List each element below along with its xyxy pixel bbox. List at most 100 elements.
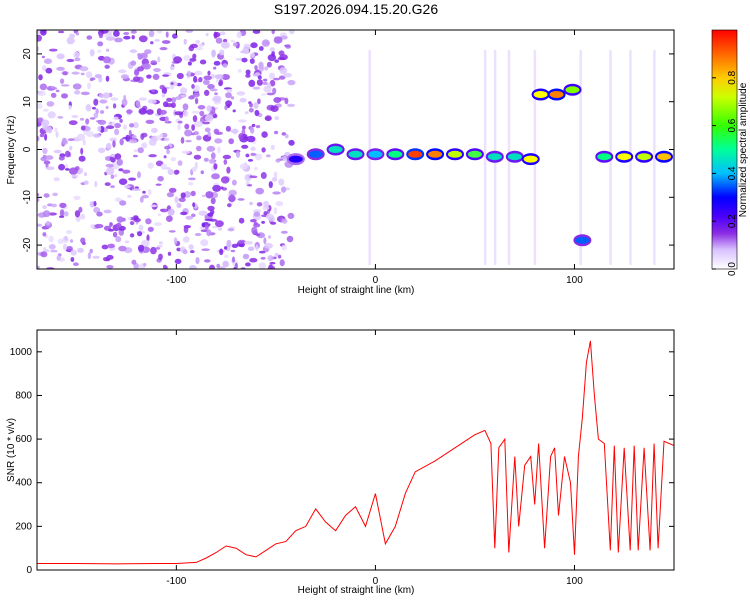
noise-speckle bbox=[240, 50, 245, 54]
noise-speckle bbox=[137, 147, 144, 154]
noise-speckle bbox=[150, 246, 157, 255]
noise-speckle bbox=[39, 133, 45, 138]
noise-speckle bbox=[170, 82, 174, 85]
noise-speckle bbox=[211, 49, 217, 57]
noise-speckle bbox=[213, 113, 218, 119]
chart-title: S197.2026.094.15.20.G26 bbox=[274, 1, 438, 17]
noise-speckle bbox=[157, 175, 164, 182]
noise-speckle bbox=[71, 174, 79, 178]
noise-speckle bbox=[254, 109, 260, 117]
noise-speckle bbox=[146, 109, 154, 115]
noise-speckle bbox=[119, 138, 124, 146]
noise-speckle bbox=[93, 112, 99, 119]
y-tick-label: 0 bbox=[22, 146, 33, 152]
noise-speckle bbox=[227, 228, 235, 232]
noise-speckle bbox=[157, 56, 161, 63]
x-tick-label: 100 bbox=[566, 576, 583, 587]
noise-speckle bbox=[107, 243, 115, 249]
noise-speckle bbox=[238, 217, 245, 224]
colorbar-tick-label: 0.2 bbox=[727, 214, 738, 228]
noise-speckle bbox=[93, 98, 99, 106]
noise-speckle bbox=[73, 51, 80, 59]
y-tick-label: 10 bbox=[22, 96, 33, 108]
ridge-point bbox=[565, 86, 580, 94]
noise-speckle bbox=[174, 258, 182, 264]
noise-speckle bbox=[70, 257, 75, 262]
noise-speckle bbox=[268, 216, 275, 222]
noise-speckle bbox=[207, 83, 215, 90]
noise-speckle bbox=[196, 135, 202, 141]
noise-speckle bbox=[102, 56, 111, 64]
noise-speckle bbox=[75, 216, 81, 222]
ridge-point bbox=[637, 153, 652, 161]
noise-speckle bbox=[228, 138, 234, 145]
noise-speckle bbox=[271, 30, 275, 35]
noise-speckle bbox=[156, 30, 163, 34]
noise-speckle bbox=[274, 116, 280, 121]
noise-speckle bbox=[86, 131, 94, 138]
noise-speckle bbox=[77, 247, 84, 253]
noise-speckle bbox=[109, 222, 113, 227]
noise-speckle bbox=[247, 184, 253, 187]
noise-speckle bbox=[270, 221, 277, 225]
y-tick-label: 800 bbox=[15, 390, 32, 401]
noise-speckle bbox=[191, 84, 195, 89]
noise-speckle bbox=[173, 81, 178, 87]
noise-speckle bbox=[70, 249, 77, 256]
noise-speckle bbox=[66, 229, 72, 235]
ridge-point bbox=[368, 150, 383, 158]
noise-speckle bbox=[105, 142, 112, 151]
noise-speckle bbox=[267, 82, 272, 88]
noise-speckle bbox=[51, 203, 57, 208]
noise-speckle bbox=[69, 167, 78, 175]
noise-speckle bbox=[270, 105, 279, 112]
noise-speckle bbox=[80, 125, 86, 131]
noise-speckle bbox=[114, 122, 121, 129]
colorbar-gradient bbox=[711, 29, 738, 270]
noise-speckle bbox=[128, 177, 137, 181]
snr-panel: -100 0 100 0 200 400 600 800 1000 Height of str… bbox=[6, 329, 675, 596]
x-tick-label: 0 bbox=[373, 576, 379, 587]
noise-speckle bbox=[219, 248, 224, 256]
noise-speckle bbox=[225, 92, 232, 99]
noise-speckle bbox=[89, 248, 93, 254]
noise-speckle bbox=[278, 50, 285, 56]
noise-speckle bbox=[106, 125, 115, 130]
noise-speckle bbox=[244, 240, 253, 245]
noise-speckle bbox=[45, 67, 53, 74]
noise-speckle bbox=[47, 111, 56, 119]
noise-speckle bbox=[138, 224, 144, 231]
spectrogram-y-ticks: -20 -10 0 10 20 bbox=[22, 48, 674, 252]
noise-speckle bbox=[191, 166, 197, 172]
colorbar: 0.0 0.2 0.4 0.6 0.8 Normalized spectral ampl… bbox=[711, 29, 749, 276]
noise-speckle bbox=[121, 98, 128, 107]
noise-speckle bbox=[135, 100, 141, 107]
noise-speckle bbox=[197, 105, 206, 110]
noise-speckle bbox=[159, 241, 163, 245]
noise-speckle bbox=[148, 30, 155, 38]
noise-speckle bbox=[148, 138, 157, 146]
noise-speckle bbox=[230, 249, 236, 253]
noise-speckle bbox=[55, 131, 59, 138]
noise-speckle bbox=[129, 233, 135, 238]
noise-speckle bbox=[221, 176, 230, 184]
noise-speckle bbox=[94, 74, 102, 79]
noise-speckle bbox=[236, 91, 246, 96]
noise-speckle bbox=[147, 99, 157, 104]
noise-speckle bbox=[184, 129, 193, 137]
noise-speckle bbox=[189, 265, 197, 269]
noise-speckle bbox=[196, 145, 202, 152]
noise-speckle bbox=[151, 62, 157, 65]
noise-speckle bbox=[133, 149, 138, 153]
y-tick-label: 0 bbox=[26, 565, 32, 576]
ridge-point bbox=[388, 150, 403, 158]
noise-speckle bbox=[72, 83, 82, 90]
noise-speckle bbox=[249, 102, 253, 108]
noise-speckle bbox=[216, 263, 220, 269]
noise-speckle bbox=[254, 65, 258, 71]
noise-speckle bbox=[269, 72, 275, 80]
noise-speckle bbox=[80, 147, 84, 155]
noise-speckle bbox=[177, 160, 183, 167]
noise-speckle bbox=[239, 163, 248, 170]
noise-speckle bbox=[85, 71, 93, 79]
